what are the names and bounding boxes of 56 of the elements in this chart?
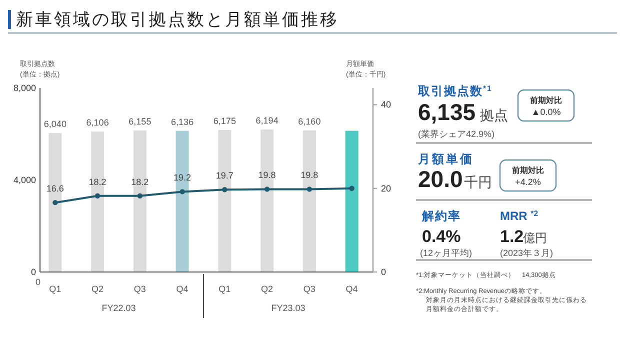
text: 6,135: [418, 99, 476, 125]
text: 1.2: [500, 227, 524, 246]
y-tick-label: 4,000: [13, 175, 36, 185]
x-tick-label: Q3: [134, 284, 146, 294]
y-tick-label: 8,000: [13, 83, 36, 93]
x-tick-label: Q4: [346, 284, 358, 294]
text: 月額単価: [417, 152, 474, 166]
data-label: 6,106: [86, 118, 109, 128]
text: 前期対比: [529, 95, 562, 105]
text: (業界シェア42.9%): [418, 129, 495, 139]
text: (12ヶ月平均): [420, 248, 472, 258]
data-label: 6,160: [298, 116, 321, 126]
point: [349, 186, 354, 191]
text: 解約率: [421, 209, 461, 223]
text: ▲0.0%: [531, 107, 561, 117]
x-tick-label: Q3: [303, 284, 316, 294]
point: [52, 200, 58, 206]
x-tick-label: Q1: [49, 284, 62, 294]
x-tick-label: Q4: [176, 284, 188, 294]
y-tick-label: 0: [30, 267, 36, 277]
y2-tick-label: 0: [381, 267, 386, 277]
text: +4.2%: [515, 177, 541, 187]
point: [264, 186, 270, 192]
text: 取引拠点数$^{*1}$: [417, 84, 492, 98]
data-label: 6,040: [44, 119, 66, 130]
data-label: 6,175: [213, 116, 236, 126]
data-label: 6,194: [256, 116, 278, 126]
x-tick-label: Q1: [218, 284, 231, 294]
text: 億円: [523, 231, 547, 245]
text: 20.0: [418, 166, 463, 192]
text: 千円: [464, 174, 492, 190]
x-tick-label: Q2: [92, 284, 104, 294]
text: FY23.03: [271, 303, 306, 313]
point: [94, 193, 100, 198]
point: [222, 187, 228, 192]
y2-tick-label: 20: [381, 183, 392, 194]
text: FY22.03: [102, 303, 136, 313]
data-label: 6,136: [171, 116, 194, 127]
data-label: 6,155: [128, 116, 152, 126]
x-tick-label: Q2: [261, 284, 274, 294]
data-label: 16.6: [46, 184, 64, 194]
data-label: 19.7: [216, 170, 234, 181]
y2-tick-label: 40: [381, 100, 392, 110]
text: MRR $^{*2}$: [500, 208, 539, 223]
chart-title: 新車領域の取引拠点数と月額単価推移: [16, 10, 339, 29]
point: [180, 189, 185, 194]
data-label: 19.8: [258, 170, 276, 180]
text: 拠点: [480, 107, 508, 123]
text: (2023年３月): [500, 248, 554, 258]
data-label: 18.2: [88, 176, 106, 187]
text: 前期対比: [511, 165, 544, 175]
data-label: 18.2: [131, 176, 149, 187]
point: [306, 186, 312, 192]
point: [137, 193, 143, 198]
data-label: 19.8: [300, 170, 318, 180]
text: 0.4%: [422, 227, 461, 246]
